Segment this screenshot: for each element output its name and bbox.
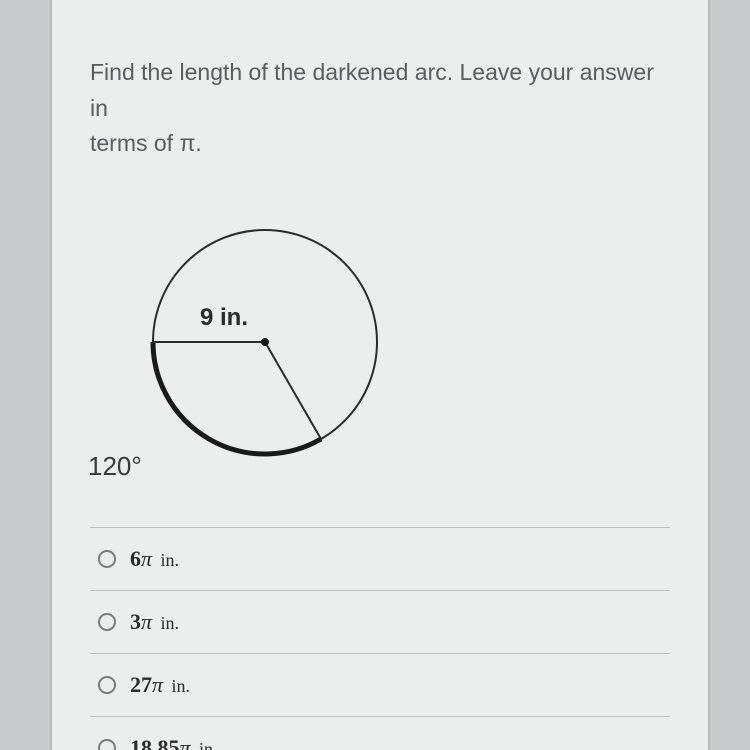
option-d-label: 18.85π in. — [130, 735, 218, 750]
radius-2 — [265, 342, 321, 439]
radius-label: 9 in. — [200, 304, 248, 331]
radio-icon — [98, 739, 116, 750]
option-b-label: 3π in. — [130, 609, 179, 635]
question-line1: Find the length of the darkened arc. Lea… — [90, 59, 654, 121]
option-c[interactable]: 27π in. — [90, 653, 670, 716]
option-a[interactable]: 6π in. — [90, 527, 670, 590]
option-a-label: 6π in. — [130, 546, 179, 572]
center-dot — [261, 338, 269, 346]
radio-icon — [98, 550, 116, 568]
circle-diagram: 9 in. 120° — [80, 207, 400, 497]
option-c-label: 27π in. — [130, 672, 190, 698]
worksheet-page: Find the length of the darkened arc. Lea… — [50, 0, 710, 750]
option-d[interactable]: 18.85π in. — [90, 716, 670, 750]
radio-icon — [98, 613, 116, 631]
diagram-svg: 9 in. 120° — [80, 207, 400, 497]
dark-arc — [153, 342, 321, 454]
answer-options: 6π in. 3π in. 27π in. 18.85π in. — [90, 527, 670, 750]
question-text: Find the length of the darkened arc. Lea… — [90, 55, 670, 162]
radio-icon — [98, 676, 116, 694]
option-b[interactable]: 3π in. — [90, 590, 670, 653]
angle-label: 120° — [88, 451, 142, 481]
question-line2: terms of π. — [90, 130, 202, 156]
